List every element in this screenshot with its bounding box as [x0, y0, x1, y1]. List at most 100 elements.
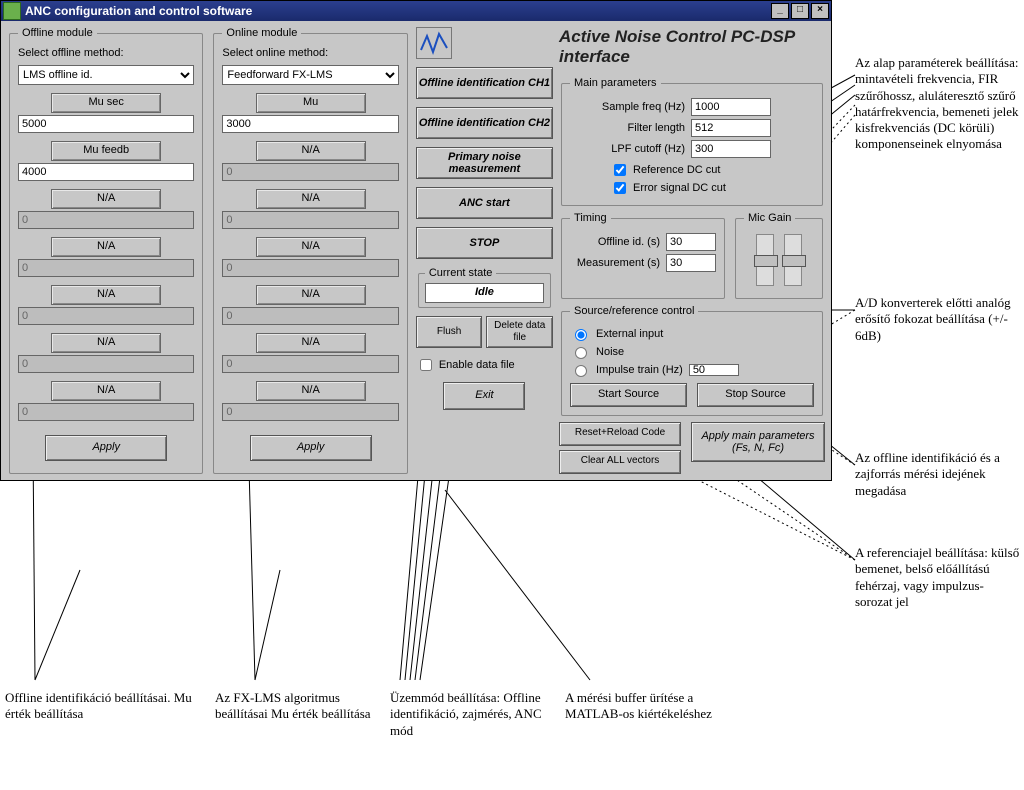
- online-field-input-0[interactable]: [222, 115, 398, 133]
- right-column: Active Noise Control PC-DSP interface Ma…: [559, 27, 825, 474]
- online-module-legend: Online module: [222, 27, 301, 39]
- offline-field-input-6: [18, 403, 194, 421]
- online-field-input-2: [222, 211, 398, 229]
- stop-source-button[interactable]: Stop Source: [697, 383, 814, 407]
- flush-button[interactable]: Flush: [416, 316, 483, 348]
- online-field-label-6[interactable]: N/A: [256, 381, 366, 401]
- impulse-train-input[interactable]: [689, 364, 739, 376]
- source-reference-group: Source/reference control External input …: [561, 305, 823, 416]
- annotation-main-params: Az alap paraméterek beállítása: mintavét…: [855, 55, 1020, 153]
- main-parameters-group: Main parameters Sample freq (Hz) Filter …: [561, 77, 823, 206]
- online-field-input-6: [222, 403, 398, 421]
- offline-module-legend: Offline module: [18, 27, 97, 39]
- ref-dc-cut-label: Reference DC cut: [633, 164, 720, 176]
- noise-radio[interactable]: [575, 347, 587, 359]
- offline-id-time-input[interactable]: [666, 233, 716, 251]
- measurement-time-label: Measurement (s): [570, 257, 660, 269]
- online-field-label-1[interactable]: N/A: [256, 141, 366, 161]
- offline-field-label-4[interactable]: N/A: [51, 285, 161, 305]
- enable-datafile-checkbox[interactable]: [420, 359, 432, 371]
- online-field-label-3[interactable]: N/A: [256, 237, 366, 257]
- offline-field-label-3[interactable]: N/A: [51, 237, 161, 257]
- delete-datafile-button[interactable]: Delete data file: [486, 316, 553, 348]
- offline-field-input-5: [18, 355, 194, 373]
- offline-field-input-2: [18, 211, 194, 229]
- online-field-label-4[interactable]: N/A: [256, 285, 366, 305]
- offline-method-select[interactable]: LMS offline id.: [18, 65, 194, 85]
- anc-start-button[interactable]: ANC start: [416, 187, 553, 219]
- timing-legend: Timing: [570, 212, 611, 224]
- external-input-label: External input: [596, 328, 663, 340]
- mic-gain-group: Mic Gain: [735, 212, 823, 299]
- apply-main-parameters-button[interactable]: Apply main parameters (Fs, N, Fc): [691, 422, 825, 462]
- offline-field-label-6[interactable]: N/A: [51, 381, 161, 401]
- lpf-cutoff-input[interactable]: [691, 140, 771, 158]
- mic-gain-legend: Mic Gain: [744, 212, 795, 224]
- reset-reload-button[interactable]: Reset+Reload Code: [559, 422, 681, 446]
- offline-id-ch2-button[interactable]: Offline identification CH2: [416, 107, 553, 139]
- online-field-label-0[interactable]: Mu: [256, 93, 366, 113]
- online-field-input-1: [222, 163, 398, 181]
- current-state-group: Current state Idle: [418, 267, 551, 308]
- online-method-select[interactable]: Feedforward FX-LMS: [222, 65, 398, 85]
- clear-vectors-button[interactable]: Clear ALL vectors: [559, 450, 681, 474]
- app-logo-icon: [416, 27, 452, 59]
- sample-freq-label: Sample freq (Hz): [570, 101, 685, 113]
- offline-field-label-1[interactable]: Mu feedb: [51, 141, 161, 161]
- offline-field-label-5[interactable]: N/A: [51, 333, 161, 353]
- offline-select-label: Select offline method:: [18, 45, 194, 61]
- impulse-train-radio[interactable]: [575, 365, 587, 377]
- offline-id-time-label: Offline id. (s): [570, 236, 660, 248]
- annotation-offline: Offline identifikáció beállításai. Mu ér…: [5, 690, 195, 723]
- window-title: ANC configuration and control software: [25, 4, 252, 18]
- online-field-input-5: [222, 355, 398, 373]
- offline-field-input-0[interactable]: [18, 115, 194, 133]
- app-title: Active Noise Control PC-DSP interface: [559, 27, 825, 67]
- online-field-input-4: [222, 307, 398, 325]
- primary-noise-button[interactable]: Primary noise measurement: [416, 147, 553, 179]
- online-field-label-5[interactable]: N/A: [256, 333, 366, 353]
- main-parameters-legend: Main parameters: [570, 77, 661, 89]
- mic-gain-slider-1[interactable]: [756, 234, 774, 286]
- online-field-input-3: [222, 259, 398, 277]
- timing-group: Timing Offline id. (s) Measurement (s): [561, 212, 725, 299]
- offline-apply-button[interactable]: Apply: [45, 435, 167, 461]
- err-dc-cut-label: Error signal DC cut: [633, 182, 726, 194]
- stop-button[interactable]: STOP: [416, 227, 553, 259]
- offline-field-label-2[interactable]: N/A: [51, 189, 161, 209]
- online-module-group: Online module Select online method: Feed…: [213, 27, 407, 474]
- close-button[interactable]: ×: [811, 3, 829, 19]
- measurement-time-input[interactable]: [666, 254, 716, 272]
- annotation-online: Az FX-LMS algoritmus beállításai Mu érté…: [215, 690, 375, 723]
- noise-label: Noise: [596, 346, 624, 358]
- start-source-button[interactable]: Start Source: [570, 383, 687, 407]
- filter-length-label: Filter length: [570, 122, 685, 134]
- mic-gain-slider-2[interactable]: [784, 234, 802, 286]
- offline-field-input-1[interactable]: [18, 163, 194, 181]
- online-field-label-2[interactable]: N/A: [256, 189, 366, 209]
- annotation-center: Üzemmód beállítása: Offline identifikáci…: [390, 690, 550, 739]
- filter-length-input[interactable]: [691, 119, 771, 137]
- maximize-button[interactable]: □: [791, 3, 809, 19]
- err-dc-cut-checkbox[interactable]: [614, 182, 626, 194]
- offline-field-input-4: [18, 307, 194, 325]
- sample-freq-input[interactable]: [691, 98, 771, 116]
- online-select-label: Select online method:: [222, 45, 398, 61]
- titlebar: ANC configuration and control software _…: [1, 1, 831, 21]
- online-apply-button[interactable]: Apply: [250, 435, 372, 461]
- offline-module-group: Offline module Select offline method: LM…: [9, 27, 203, 474]
- external-input-radio[interactable]: [575, 329, 587, 341]
- annotation-timing: Az offline identifikáció és a zajforrás …: [855, 450, 1020, 499]
- offline-id-ch1-button[interactable]: Offline identification CH1: [416, 67, 553, 99]
- center-column: Offline identification CH1 Offline ident…: [416, 27, 553, 474]
- annotation-mic-gain: A/D konverterek előtti analóg erősítő fo…: [855, 295, 1020, 344]
- minimize-button[interactable]: _: [771, 3, 789, 19]
- annotation-flush: A mérési buffer ürítése a MATLAB-os kiér…: [565, 690, 715, 723]
- exit-button[interactable]: Exit: [443, 382, 525, 410]
- offline-field-label-0[interactable]: Mu sec: [51, 93, 161, 113]
- current-state-value: Idle: [425, 283, 544, 303]
- app-icon: [3, 2, 21, 20]
- current-state-legend: Current state: [425, 267, 497, 279]
- enable-datafile-label: Enable data file: [439, 359, 515, 371]
- ref-dc-cut-checkbox[interactable]: [614, 164, 626, 176]
